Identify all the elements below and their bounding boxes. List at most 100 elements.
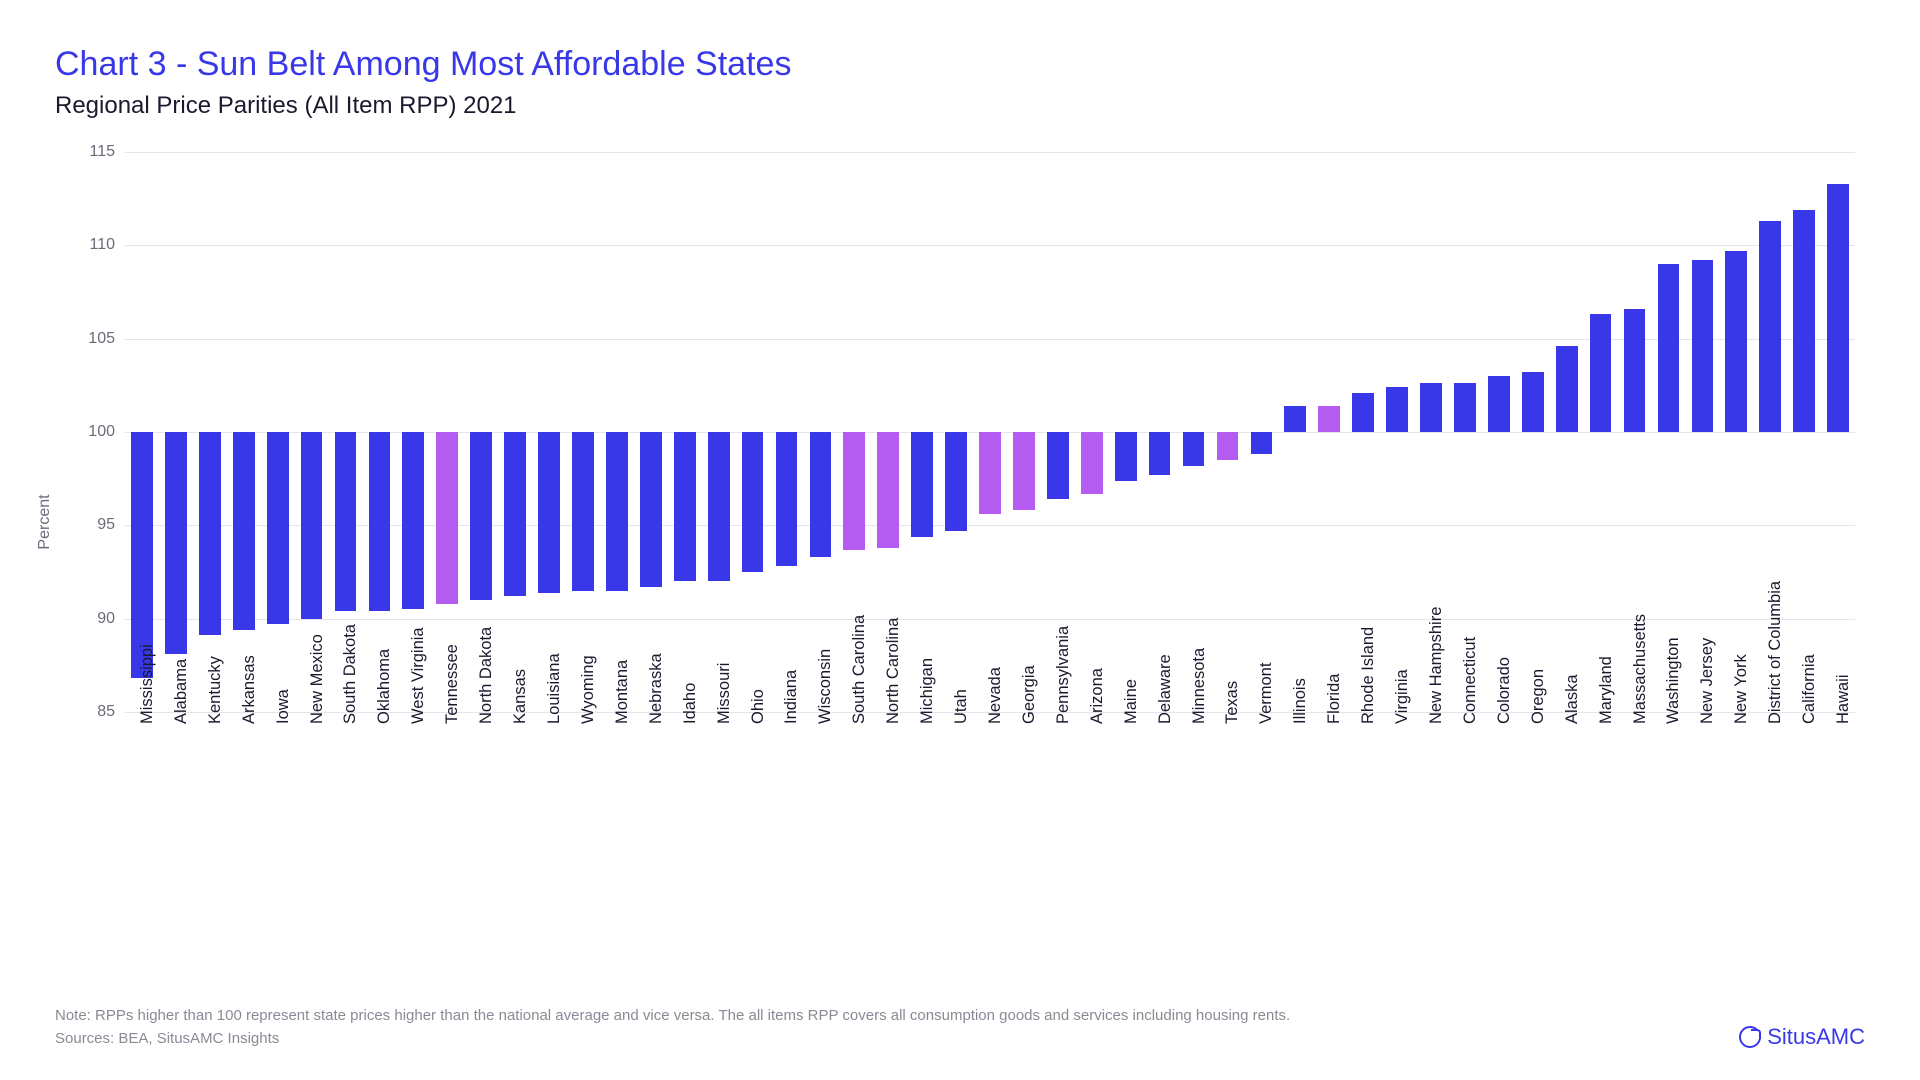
x-tick-label: Connecticut <box>1461 637 1480 724</box>
x-axis-labels: MississippiAlabamaKentuckyArkansasIowaNe… <box>125 724 1855 904</box>
bar-slot <box>702 152 736 712</box>
x-label-slot: Massachusetts <box>1618 724 1652 904</box>
bar-slot <box>498 152 532 712</box>
x-tick-label: Iowa <box>274 689 293 724</box>
bar-slot <box>1143 152 1177 712</box>
brand-icon <box>1739 1026 1761 1048</box>
x-label-slot: Louisiana <box>532 724 566 904</box>
x-label-slot: Connecticut <box>1448 724 1482 904</box>
sources-text: Sources: BEA, SitusAMC Insights <box>55 1028 1290 1051</box>
bar <box>1658 264 1680 432</box>
bar <box>843 432 865 550</box>
bar-slot <box>1482 152 1516 712</box>
bar-slot <box>1075 152 1109 712</box>
bar-slot <box>1787 152 1821 712</box>
x-label-slot: Oregon <box>1516 724 1550 904</box>
x-tick-label: Michigan <box>918 658 937 724</box>
bar-slot <box>803 152 837 712</box>
x-label-slot: Maine <box>1109 724 1143 904</box>
bar <box>470 432 492 600</box>
x-label-slot: New Hampshire <box>1414 724 1448 904</box>
x-label-slot: Delaware <box>1143 724 1177 904</box>
x-tick-label: Arizona <box>1088 668 1107 724</box>
bar <box>1522 372 1544 432</box>
x-label-slot: Alabama <box>159 724 193 904</box>
x-tick-label: New York <box>1732 654 1751 724</box>
bar-slot <box>1380 152 1414 712</box>
x-label-slot: North Dakota <box>464 724 498 904</box>
x-tick-label: Vermont <box>1257 663 1276 724</box>
plot-area: 859095100105110115 <box>125 152 1855 712</box>
bar <box>708 432 730 581</box>
bar <box>1692 260 1714 432</box>
bar <box>1793 210 1815 432</box>
x-label-slot: Illinois <box>1278 724 1312 904</box>
bar <box>1725 251 1747 432</box>
x-label-slot: Rhode Island <box>1346 724 1380 904</box>
bar-slot <box>1719 152 1753 712</box>
x-tick-label: Massachusetts <box>1631 614 1650 724</box>
x-label-slot: Nebraska <box>634 724 668 904</box>
x-label-slot: New Jersey <box>1685 724 1719 904</box>
x-tick-label: Kentucky <box>206 656 225 724</box>
x-tick-label: Rhode Island <box>1359 627 1378 724</box>
x-label-slot: Ohio <box>736 724 770 904</box>
bar <box>369 432 391 611</box>
bar-slot <box>1685 152 1719 712</box>
x-tick-label: Texas <box>1223 681 1242 724</box>
x-tick-label: Pennsylvania <box>1054 626 1073 724</box>
x-label-slot: Nevada <box>973 724 1007 904</box>
bar <box>131 432 153 678</box>
bar-slot <box>295 152 329 712</box>
x-tick-label: Georgia <box>1020 665 1039 724</box>
x-label-slot: Mississippi <box>125 724 159 904</box>
x-tick-label: Alabama <box>172 659 191 724</box>
bar-slot <box>261 152 295 712</box>
bar-slot <box>1278 152 1312 712</box>
x-label-slot: Wisconsin <box>803 724 837 904</box>
y-tick-label: 90 <box>97 610 115 628</box>
x-tick-label: South Carolina <box>850 615 869 724</box>
x-tick-label: Delaware <box>1156 654 1175 724</box>
x-label-slot: New York <box>1719 724 1753 904</box>
x-label-slot: Virginia <box>1380 724 1414 904</box>
bar-slot <box>430 152 464 712</box>
bar-slot <box>634 152 668 712</box>
bar-slot <box>1448 152 1482 712</box>
x-label-slot: North Carolina <box>871 724 905 904</box>
x-tick-label: New Jersey <box>1698 638 1717 724</box>
bar-slot <box>227 152 261 712</box>
x-label-slot: Missouri <box>702 724 736 904</box>
bar <box>402 432 424 609</box>
x-tick-label: South Dakota <box>341 624 360 724</box>
bar-slot <box>770 152 804 712</box>
bar <box>1352 393 1374 432</box>
bar <box>1183 432 1205 466</box>
footnotes: Note: RPPs higher than 100 represent sta… <box>55 1005 1290 1050</box>
bar-slot <box>1821 152 1855 712</box>
bar <box>1386 387 1408 432</box>
x-label-slot: Alaska <box>1550 724 1584 904</box>
x-tick-label: District of Columbia <box>1766 581 1785 724</box>
x-tick-label: Mississippi <box>138 644 157 724</box>
chart-area: Percent 859095100105110115 MississippiAl… <box>55 152 1865 892</box>
x-label-slot: District of Columbia <box>1753 724 1787 904</box>
x-label-slot: Arizona <box>1075 724 1109 904</box>
bar <box>911 432 933 537</box>
bar <box>233 432 255 630</box>
bar-slot <box>532 152 566 712</box>
x-label-slot: Texas <box>1211 724 1245 904</box>
y-tick-label: 100 <box>88 423 115 441</box>
x-tick-label: Nebraska <box>647 653 666 724</box>
bar-slot <box>159 152 193 712</box>
bar <box>1081 432 1103 494</box>
bar-slot <box>1516 152 1550 712</box>
chart-subtitle: Regional Price Parities (All Item RPP) 2… <box>55 92 1865 120</box>
bar <box>810 432 832 557</box>
y-tick-label: 115 <box>89 143 115 161</box>
x-tick-label: New Mexico <box>308 634 327 724</box>
x-label-slot: Pennsylvania <box>1041 724 1075 904</box>
bar-slot <box>973 152 1007 712</box>
x-label-slot: Arkansas <box>227 724 261 904</box>
x-tick-label: Ohio <box>749 689 768 724</box>
